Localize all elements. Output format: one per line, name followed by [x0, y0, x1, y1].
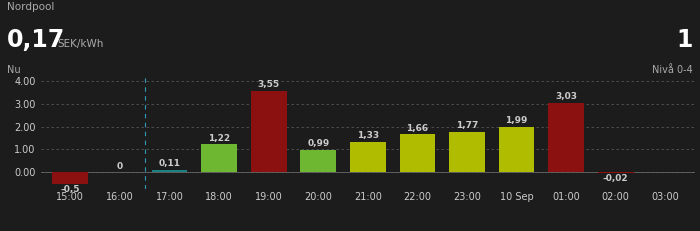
Text: 0: 0 [117, 162, 123, 171]
Text: 3,55: 3,55 [258, 80, 280, 89]
Bar [449, 132, 485, 172]
Text: 1,22: 1,22 [208, 134, 230, 143]
Text: 0,11: 0,11 [158, 159, 181, 168]
Bar [52, 172, 88, 184]
Text: SEK/kWh: SEK/kWh [57, 39, 104, 49]
Bar [251, 91, 286, 172]
Bar [598, 172, 634, 173]
Text: Nu: Nu [7, 65, 20, 75]
Text: 0,17: 0,17 [7, 28, 65, 52]
Text: 1,77: 1,77 [456, 121, 478, 130]
Bar [300, 150, 336, 172]
Bar [350, 142, 386, 172]
Bar [400, 134, 435, 172]
Bar [548, 103, 584, 172]
Text: 1,66: 1,66 [407, 124, 428, 133]
Text: -0,02: -0,02 [603, 174, 629, 183]
Text: 1: 1 [677, 28, 693, 52]
Bar [498, 127, 535, 172]
Text: 0,99: 0,99 [307, 139, 330, 148]
Bar [202, 144, 237, 172]
Text: -0,5: -0,5 [61, 185, 80, 194]
Text: 3,03: 3,03 [555, 92, 578, 101]
Text: 1,99: 1,99 [505, 116, 528, 125]
Bar [152, 170, 188, 172]
Text: 1,33: 1,33 [357, 131, 379, 140]
Text: Nordpool: Nordpool [7, 2, 55, 12]
Text: Nivå 0-4: Nivå 0-4 [652, 65, 693, 75]
